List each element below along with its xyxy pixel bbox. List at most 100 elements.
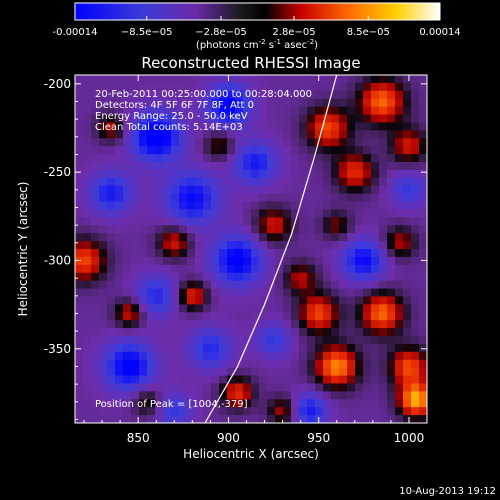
heatmap-cell xyxy=(235,312,244,321)
heatmap-cell xyxy=(99,177,108,187)
heatmap-cell xyxy=(299,225,308,234)
heatmap-cell xyxy=(187,391,196,400)
heatmap-cell xyxy=(99,162,108,171)
heatmap-cell xyxy=(267,90,276,100)
heatmap-cell xyxy=(387,375,396,385)
heatmap-cell xyxy=(251,407,260,416)
heatmap-cell xyxy=(411,217,420,226)
heatmap-cell xyxy=(211,122,220,131)
heatmap-cell xyxy=(115,256,124,266)
heatmap-cell xyxy=(195,312,204,321)
heatmap-cell xyxy=(147,415,156,423)
heatmap-cell xyxy=(299,264,308,274)
heatmap-cell xyxy=(171,185,180,195)
heatmap-cell xyxy=(267,280,276,290)
heatmap-cell xyxy=(243,343,252,353)
heatmap-cell xyxy=(347,241,356,250)
heatmap-cell xyxy=(331,304,340,313)
heatmap-cell xyxy=(155,106,164,116)
heatmap-cell xyxy=(363,343,372,353)
heatmap-cell xyxy=(195,391,204,400)
heatmap-cell xyxy=(171,217,180,226)
heatmap-cell xyxy=(379,280,388,290)
heatmap-cell xyxy=(275,90,284,100)
heatmap-cell xyxy=(179,328,188,337)
heatmap-cell xyxy=(83,312,92,321)
heatmap-cell xyxy=(363,90,372,100)
heatmap-cell xyxy=(155,209,164,218)
heatmap-cell xyxy=(131,193,140,203)
heatmap-cell xyxy=(115,217,124,226)
heatmap-cell xyxy=(315,162,324,171)
heatmap-cell xyxy=(259,375,268,385)
heatmap-cell xyxy=(283,304,292,313)
heatmap-cell xyxy=(283,209,292,218)
heatmap-cell xyxy=(163,328,172,337)
heatmap-cell xyxy=(163,162,172,171)
heatmap-cell xyxy=(147,359,156,369)
heatmap-cell xyxy=(155,217,164,226)
heatmap-cell xyxy=(307,193,316,203)
heatmap-cell xyxy=(227,185,236,195)
heatmap-cell xyxy=(163,320,172,329)
heatmap-cell xyxy=(171,169,180,179)
heatmap-cell xyxy=(355,320,364,329)
heatmap-cell xyxy=(347,351,356,361)
heatmap-cell xyxy=(299,304,308,313)
heatmap-cell xyxy=(219,201,228,211)
heatmap-cell xyxy=(403,296,412,305)
heatmap-cell xyxy=(291,201,300,211)
heatmap-cell xyxy=(379,272,388,282)
heatmap-cell xyxy=(115,391,124,400)
heatmap-cell xyxy=(219,193,228,203)
heatmap-cell xyxy=(179,312,188,321)
heatmap-cell xyxy=(283,169,292,179)
heatmap-cell xyxy=(387,399,396,408)
heatmap-cell xyxy=(419,391,427,400)
heatmap-cell xyxy=(267,383,276,392)
heatmap-cell xyxy=(291,82,300,92)
heatmap-cell xyxy=(355,280,364,290)
heatmap-cell xyxy=(107,391,116,400)
heatmap-cell xyxy=(283,98,292,108)
heatmap-cell xyxy=(139,336,148,345)
heatmap-cell xyxy=(83,343,92,353)
heatmap-cell xyxy=(299,407,308,416)
heatmap-cell xyxy=(411,375,420,385)
heatmap-cell xyxy=(347,320,356,329)
heatmap-cell xyxy=(299,249,308,258)
heatmap-cell xyxy=(179,320,188,329)
heatmap-cell xyxy=(259,296,268,305)
heatmap-cell xyxy=(99,272,108,282)
heatmap-cell xyxy=(83,90,92,100)
heatmap-cell xyxy=(195,233,204,242)
heatmap-cell xyxy=(235,328,244,337)
heatmap-cell xyxy=(203,169,212,179)
heatmap-cell xyxy=(123,320,132,329)
heatmap-cell xyxy=(379,383,388,392)
heatmap-cell xyxy=(123,407,132,416)
heatmap-cell xyxy=(131,312,140,321)
heatmap-cell xyxy=(131,106,140,116)
heatmap-cell xyxy=(355,185,364,195)
heatmap-cell xyxy=(163,90,172,100)
heatmap-cell xyxy=(403,130,412,139)
heatmap-cell xyxy=(131,201,140,211)
heatmap-cell xyxy=(75,162,84,171)
heatmap-cell xyxy=(83,383,92,392)
heatmap-cell xyxy=(235,272,244,282)
heatmap-cell xyxy=(275,233,284,242)
heatmap-cell xyxy=(75,233,84,242)
heatmap-cell xyxy=(203,146,212,155)
heatmap-cell xyxy=(195,185,204,195)
heatmap-cell xyxy=(379,114,388,124)
heatmap-cell xyxy=(227,193,236,203)
heatmap-cell xyxy=(387,351,396,361)
colorbar-ticks: -0.00014 −8.5e−05 −2.8e−05 2.8e−05 8.5e−05 0.… xyxy=(53,16,461,38)
heatmap-cell xyxy=(275,169,284,179)
heatmap-cell xyxy=(75,225,84,234)
heatmap-cell xyxy=(203,177,212,187)
heatmap-cell xyxy=(187,249,196,258)
heatmap-cell xyxy=(283,122,292,131)
heatmap-cell xyxy=(251,391,260,400)
